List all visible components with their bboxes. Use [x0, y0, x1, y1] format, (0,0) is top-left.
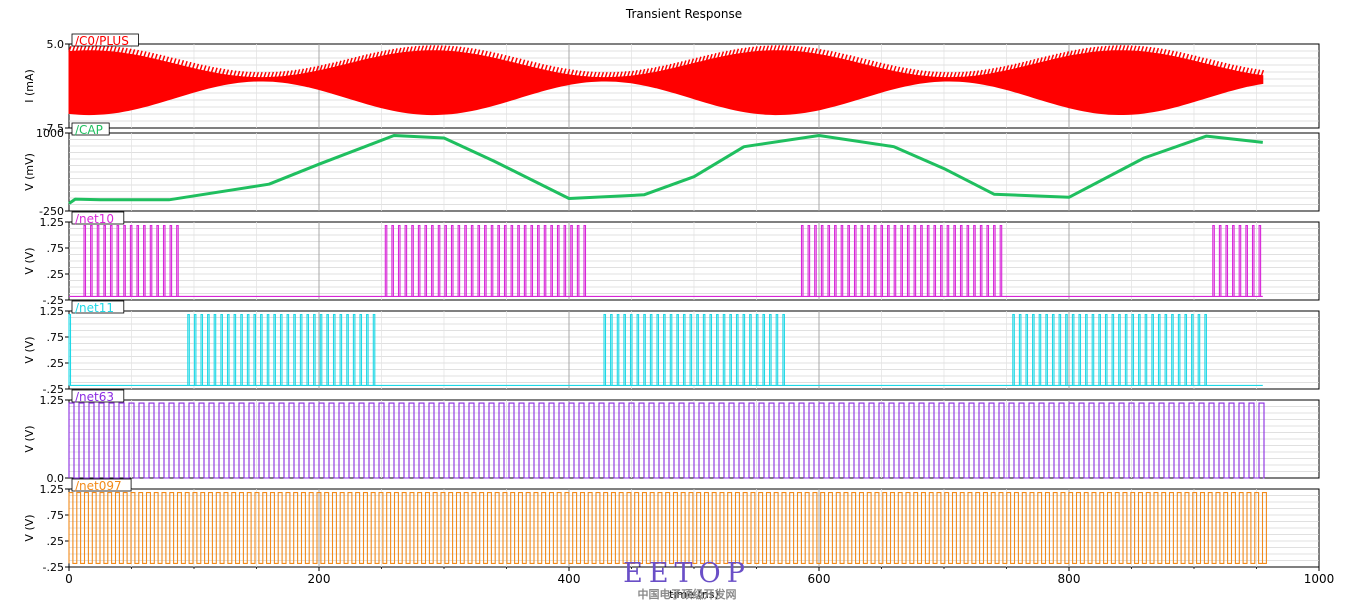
- series-/net63: [68, 402, 1265, 479]
- y-tick-label: .75: [47, 242, 65, 255]
- legend-box: [71, 211, 125, 225]
- y-tick-label: 1.25: [40, 394, 65, 407]
- y-tick-label: 5.0: [47, 38, 65, 51]
- x-axis-label: time (ns): [669, 588, 719, 601]
- series-legend-label: /net63: [75, 390, 114, 404]
- series-legend-label: /CAP: [75, 123, 103, 137]
- y-tick-label: 1.25: [40, 483, 65, 496]
- panel-net63: 1.25 0.0 V (V) /net63: [23, 389, 1320, 485]
- series-legend-label: /net11: [75, 301, 114, 315]
- x-tick-label: 1000: [1304, 572, 1335, 586]
- legend-box: [71, 122, 110, 136]
- series-/CAP: [68, 134, 1263, 205]
- y-tick-label: -.25: [43, 383, 64, 396]
- x-tick-label: 800: [1058, 572, 1081, 586]
- legend-box: [71, 389, 125, 403]
- y-axis-label: I (mA): [23, 69, 36, 103]
- legend-box: [71, 478, 132, 492]
- y-axis-label: V (V): [23, 247, 36, 274]
- x-tick-label: 0: [65, 572, 73, 586]
- x-tick-label: 200: [308, 572, 331, 586]
- panel-c0-plus: 5.0 -7.5 I (mA) /C0/PLUS: [23, 33, 1320, 135]
- watermark-logo: EETOP: [623, 558, 751, 589]
- y-tick-label: 0.0: [47, 472, 65, 485]
- series-/net10: [69, 225, 1263, 297]
- x-tick-label: 600: [808, 572, 831, 586]
- y-tick-label: 1.25: [40, 216, 65, 229]
- series-legend-label: /net097: [75, 479, 122, 493]
- y-axis-label: V (V): [23, 514, 36, 541]
- panel-net10: 1.25 .75 .25 -.25 V (V) /net10: [23, 211, 1320, 307]
- y-tick-label: .25: [47, 535, 65, 548]
- series-/C0/PLUS: [68, 50, 1264, 116]
- chart-title: Transient Response: [625, 7, 742, 21]
- series-legend-label: /net10: [75, 212, 114, 226]
- series-/net11: [68, 314, 1263, 386]
- y-tick-label: -.25: [43, 294, 64, 307]
- panel-net11: 1.25 .75 .25 -.25 V (V) /net11: [23, 300, 1320, 396]
- y-tick-label: 1.25: [40, 305, 65, 318]
- series-/C0/PLUS-ripple: [68, 45, 1265, 78]
- y-tick-label: -250: [39, 205, 64, 218]
- y-tick-label: .75: [47, 509, 65, 522]
- y-tick-label: -.25: [43, 561, 64, 574]
- y-tick-label: .75: [47, 331, 65, 344]
- panel-cap: 1000 -250 V (mV) /CAP: [23, 122, 1320, 218]
- legend-box: [71, 300, 125, 314]
- x-tick-label: 400: [558, 572, 581, 586]
- y-tick-label: .25: [47, 357, 65, 370]
- y-tick-label: -7.5: [43, 122, 64, 135]
- panel-net097: 1.25 .75 .25 -.25 V (V) /net097: [23, 478, 1320, 574]
- legend-box: [71, 33, 139, 47]
- series-legend-label: /C0/PLUS: [75, 34, 129, 48]
- y-tick-label: .25: [47, 268, 65, 281]
- eetop-watermark: EETOP 中国电子顶级开发网: [612, 558, 762, 602]
- watermark-subtitle: 中国电子顶级开发网: [637, 588, 737, 601]
- y-tick-label: 1000: [36, 127, 64, 140]
- y-axis-label: V (V): [23, 425, 36, 452]
- y-axis-label: V (V): [23, 336, 36, 363]
- y-axis-label: V (mV): [23, 153, 36, 191]
- series-/net097: [68, 492, 1267, 564]
